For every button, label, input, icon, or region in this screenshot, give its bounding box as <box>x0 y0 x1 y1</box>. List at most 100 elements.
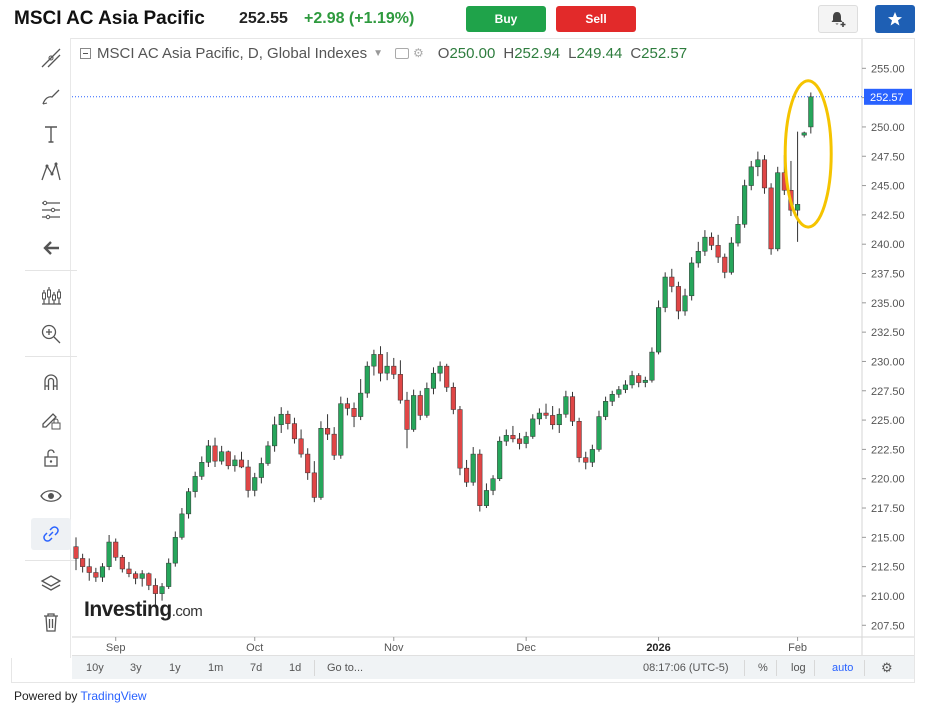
back-arrow-icon <box>43 241 59 255</box>
candle-body <box>73 546 79 559</box>
candle-body <box>272 424 278 447</box>
bar-separator <box>814 660 815 676</box>
candle-body <box>596 416 602 450</box>
tradingview-link[interactable]: TradingView <box>80 689 147 703</box>
bar-separator <box>864 660 865 676</box>
y-tick-label: 225.00 <box>871 415 905 427</box>
y-tick-label: 227.50 <box>871 386 905 398</box>
x-tick-label: Dec <box>516 642 536 654</box>
candle-body <box>616 389 622 395</box>
toolbar-separator <box>25 560 77 561</box>
y-tick-label: 250.00 <box>871 122 905 134</box>
legend-low: L249.44 <box>568 44 623 62</box>
powered-by: Powered by TradingView <box>14 689 147 703</box>
goto-button[interactable]: Go to... <box>327 662 364 674</box>
candle-body <box>86 566 92 573</box>
candle-body <box>761 159 768 189</box>
candle-body <box>93 572 99 578</box>
y-tick-label: 232.50 <box>871 327 905 339</box>
collapse-legend-icon[interactable] <box>80 47 91 59</box>
y-tick-label: 222.50 <box>871 444 905 456</box>
candle-body <box>252 477 258 491</box>
unlock-tool[interactable] <box>31 442 71 474</box>
candle-body <box>768 187 774 250</box>
candle-body <box>457 409 463 469</box>
candle-body <box>516 438 523 444</box>
candle-body <box>119 557 125 570</box>
zoom-icon <box>41 324 61 344</box>
remove-drawings-tool[interactable] <box>31 606 71 638</box>
legend-open: O250.00 <box>437 44 496 62</box>
bar-separator <box>776 660 777 676</box>
candle-body <box>99 566 106 578</box>
bar-separator <box>744 660 745 676</box>
auto-scale-toggle[interactable]: auto <box>832 662 854 674</box>
candle-body <box>742 185 748 225</box>
add-alert-button[interactable] <box>818 5 858 33</box>
x-tick-label: Nov <box>384 642 404 654</box>
candle-body <box>377 354 384 374</box>
candle-body <box>464 467 470 483</box>
investing-logo: Investing.com <box>84 598 203 621</box>
range-7d[interactable]: 7d <box>250 662 263 674</box>
candle-body <box>609 394 615 402</box>
range-1d[interactable]: 1d <box>289 662 302 674</box>
buy-button[interactable]: Buy <box>466 6 546 32</box>
range-10y[interactable]: 10y <box>86 662 104 674</box>
candle-body <box>397 374 403 401</box>
range-3y[interactable]: 3y <box>130 662 142 674</box>
candle-body <box>331 433 337 456</box>
candle-body <box>278 413 284 426</box>
y-tick-label: 242.50 <box>871 210 905 222</box>
y-tick-label: 207.50 <box>871 620 905 632</box>
indicators-icon <box>42 287 61 305</box>
watchlist-button[interactable] <box>875 5 915 33</box>
range-1m[interactable]: 1m <box>208 662 224 674</box>
candle-body <box>490 478 496 491</box>
candle-body <box>225 451 231 467</box>
eye-icon <box>40 490 62 502</box>
candle-body <box>133 573 139 579</box>
y-tick-label: 210.00 <box>871 591 905 603</box>
last-price: 252.55 <box>239 10 288 27</box>
candle-body <box>603 401 609 417</box>
candle-body <box>212 445 218 462</box>
indicators-tool[interactable] <box>31 280 71 312</box>
candle-body <box>662 276 668 308</box>
candle-body <box>669 276 675 287</box>
log-toggle[interactable]: log <box>791 662 806 674</box>
lock-drawing-tool[interactable] <box>31 404 71 436</box>
sell-button[interactable]: Sell <box>556 6 636 32</box>
magnet-tool[interactable] <box>31 366 71 398</box>
chevron-down-icon[interactable]: ▼ <box>373 47 384 59</box>
range-1y[interactable]: 1y <box>169 662 181 674</box>
back-tool[interactable] <box>31 232 71 264</box>
candle-body <box>563 396 569 415</box>
zoom-tool[interactable] <box>31 318 71 350</box>
pattern-tool[interactable] <box>31 156 71 188</box>
candle-body <box>291 423 298 440</box>
candle-body <box>550 415 556 426</box>
last-price-label: 252.57 <box>870 92 904 104</box>
hide-series-icon[interactable] <box>395 47 410 59</box>
settings-icon[interactable]: ⚙ <box>413 46 424 60</box>
candle-body <box>126 568 132 574</box>
candle-body <box>258 463 264 478</box>
visibility-tool[interactable] <box>31 480 71 512</box>
candle-body <box>185 491 192 515</box>
layers-tool[interactable] <box>31 568 71 600</box>
brush-tool[interactable] <box>31 80 71 112</box>
y-tick-label: 212.50 <box>871 562 905 574</box>
clock-readout[interactable]: 08:17:06 (UTC-5) <box>643 662 729 674</box>
crosshair-draw-tool[interactable] <box>31 42 71 74</box>
fib-tool[interactable] <box>31 194 71 226</box>
link-tool[interactable] <box>31 518 71 550</box>
toolbar-separator <box>25 356 77 357</box>
candle-body <box>636 375 642 383</box>
percent-toggle[interactable]: % <box>758 662 768 674</box>
candle-body <box>583 457 589 463</box>
gear-icon[interactable]: ⚙ <box>881 660 893 675</box>
candle-body <box>649 351 655 381</box>
text-tool[interactable] <box>31 118 71 150</box>
